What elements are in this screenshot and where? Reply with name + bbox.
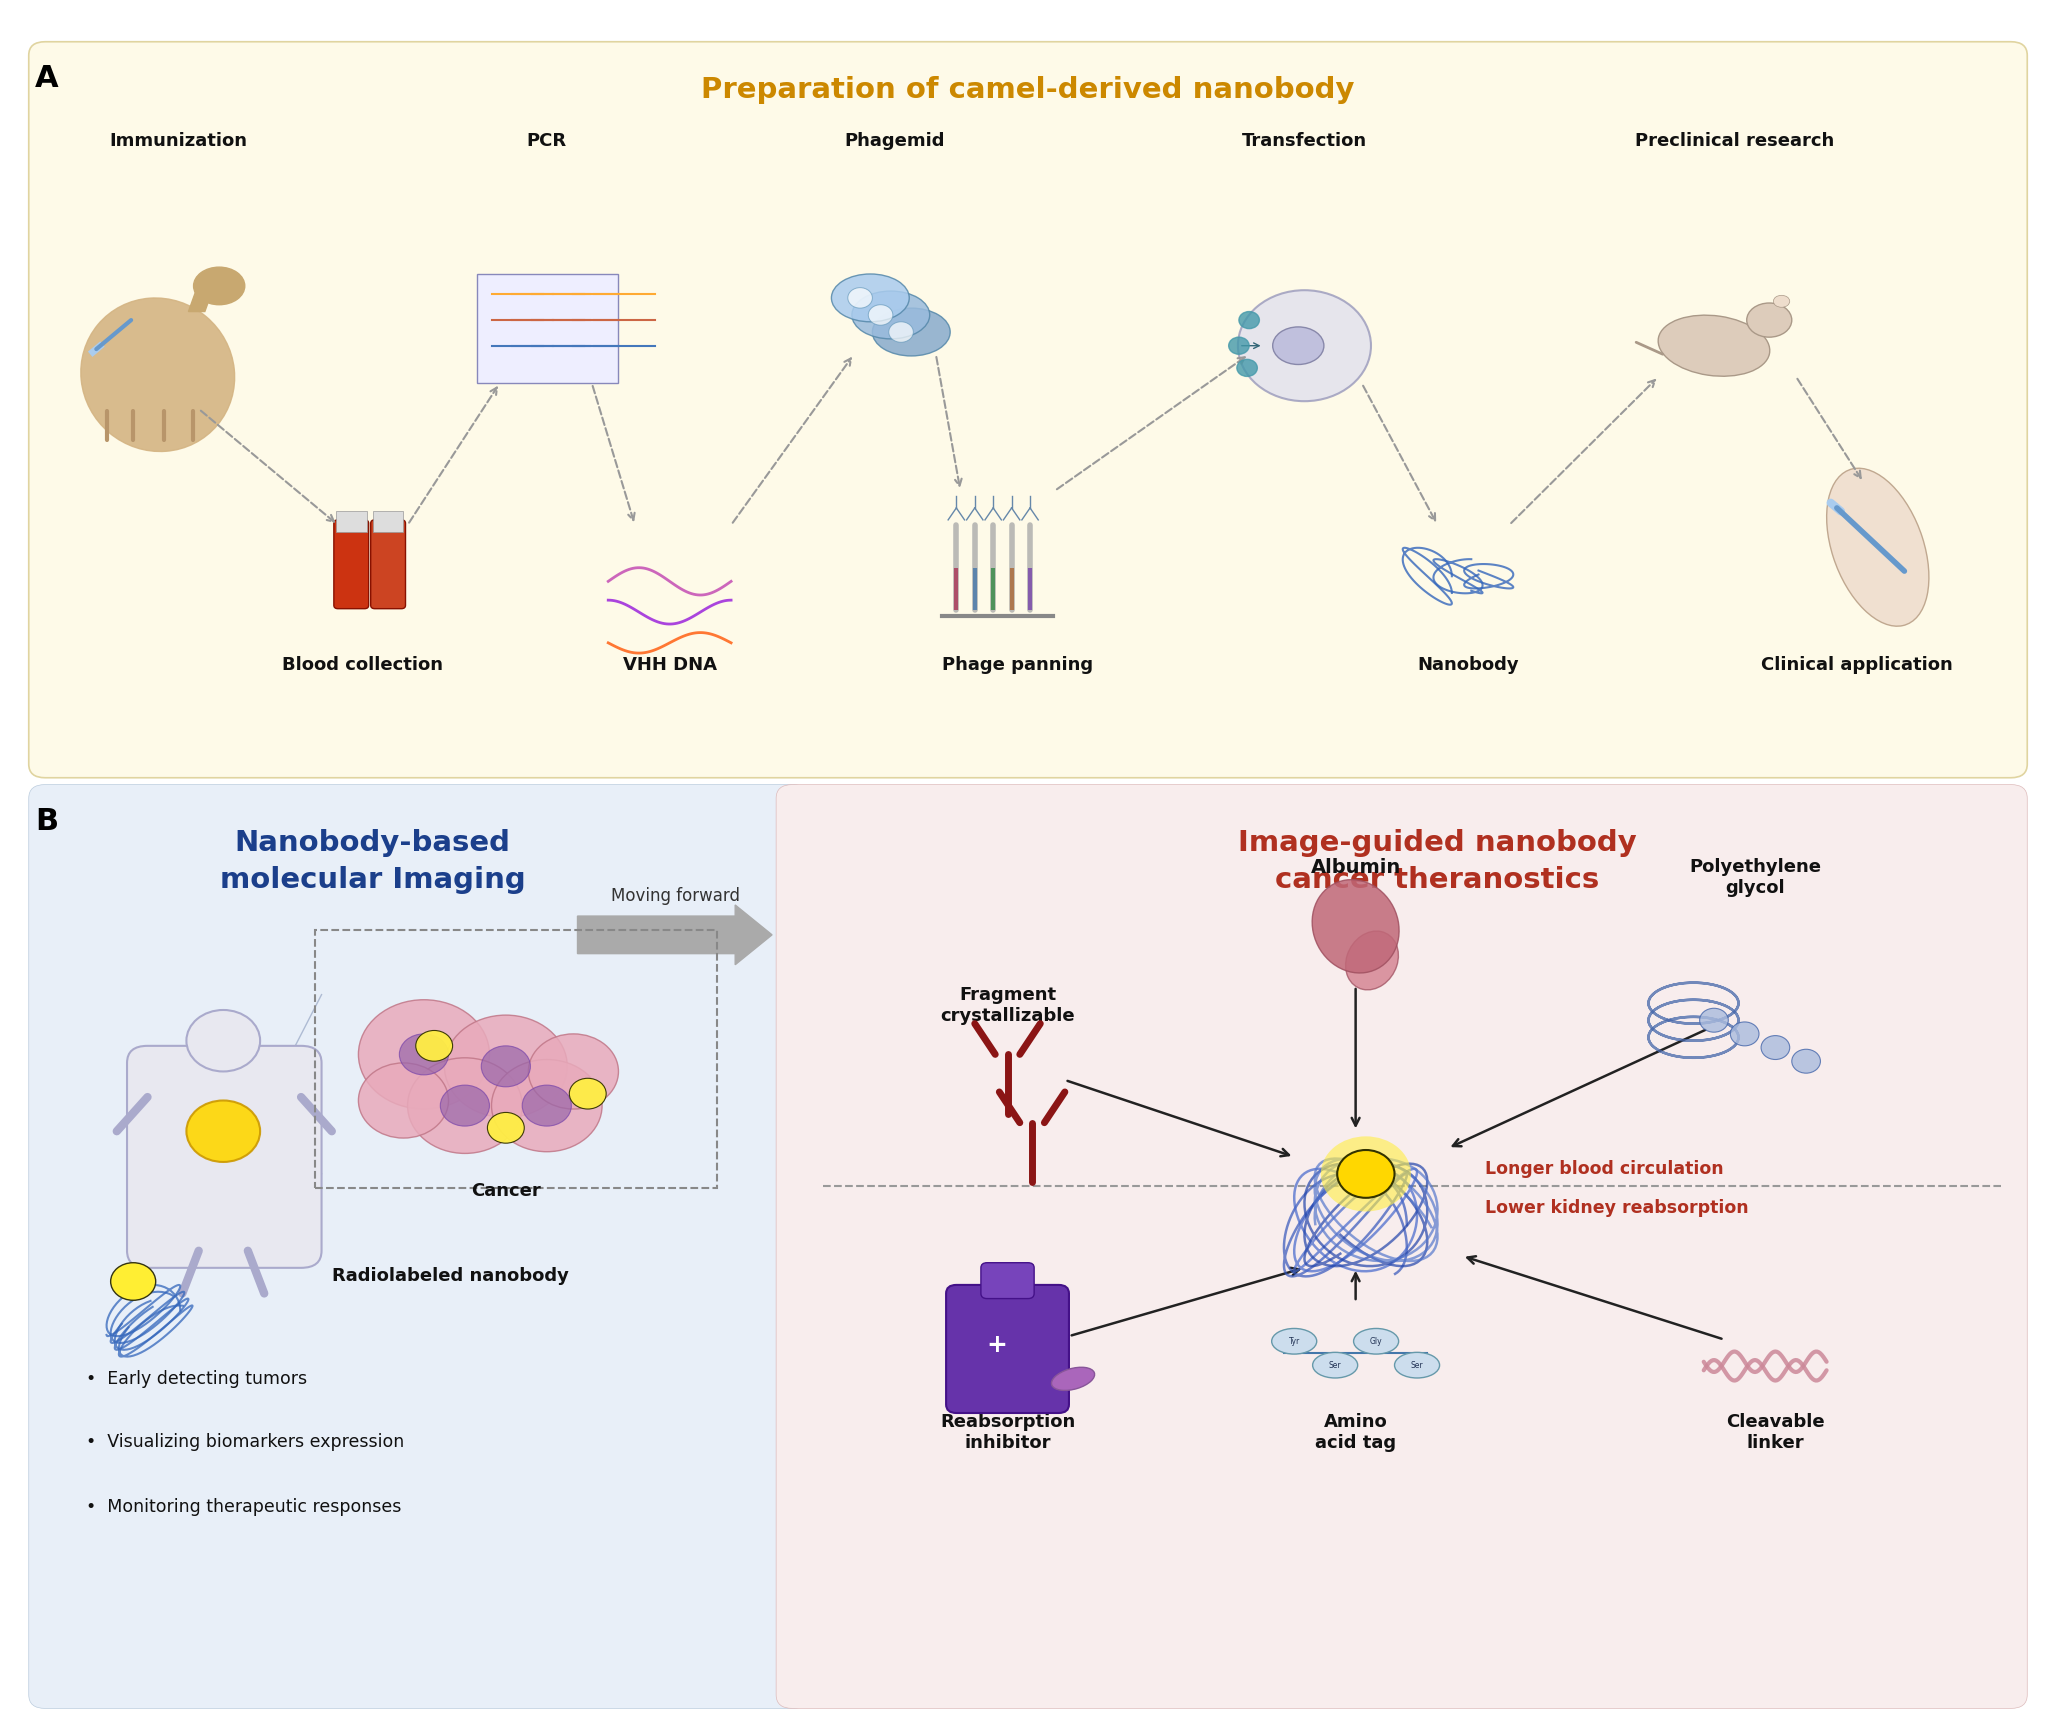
Circle shape [570,1078,607,1109]
Text: Gly: Gly [1369,1337,1382,1345]
Ellipse shape [1273,1328,1316,1354]
Circle shape [358,1062,448,1138]
Circle shape [491,1059,602,1151]
FancyBboxPatch shape [370,520,405,609]
Circle shape [358,1000,489,1109]
FancyBboxPatch shape [29,784,808,1709]
Ellipse shape [872,309,950,355]
Text: +: + [987,1333,1007,1357]
Text: Preclinical research: Preclinical research [1635,132,1834,151]
Ellipse shape [1345,932,1398,990]
Text: Polyethylene
glycol: Polyethylene glycol [1688,858,1822,897]
Circle shape [481,1045,530,1086]
FancyBboxPatch shape [775,784,2027,1709]
Circle shape [1700,1009,1729,1033]
Circle shape [407,1057,522,1153]
Text: Preparation of camel-derived nanobody: Preparation of camel-derived nanobody [701,76,1355,105]
Text: Blood collection: Blood collection [282,657,442,674]
Circle shape [187,1011,261,1071]
Ellipse shape [1353,1328,1398,1354]
Ellipse shape [1238,290,1371,402]
FancyBboxPatch shape [981,1263,1034,1299]
Circle shape [1320,1136,1410,1211]
Circle shape [1791,1048,1820,1072]
Text: Reabsorption
inhibitor: Reabsorption inhibitor [940,1412,1075,1452]
Text: Albumin: Albumin [1310,858,1400,877]
Circle shape [1229,336,1250,353]
Text: VHH DNA: VHH DNA [623,657,718,674]
Text: Nanobody-based
molecular Imaging: Nanobody-based molecular Imaging [220,829,526,894]
Polygon shape [189,278,218,312]
FancyBboxPatch shape [333,520,368,609]
Circle shape [1336,1150,1394,1198]
Ellipse shape [851,292,929,338]
Text: PCR: PCR [526,132,567,151]
Ellipse shape [1659,316,1770,376]
Circle shape [1731,1023,1760,1045]
Ellipse shape [80,299,234,451]
Ellipse shape [1826,468,1929,626]
Circle shape [528,1033,619,1109]
Text: Radiolabeled nanobody: Radiolabeled nanobody [331,1268,570,1285]
Ellipse shape [868,305,892,326]
Ellipse shape [1051,1368,1094,1390]
FancyBboxPatch shape [946,1285,1069,1412]
Text: Immunization: Immunization [109,132,247,151]
Circle shape [399,1033,448,1074]
Ellipse shape [1273,328,1324,364]
Text: B: B [35,807,58,836]
FancyBboxPatch shape [335,511,366,532]
FancyBboxPatch shape [29,41,2027,777]
Text: Moving forward: Moving forward [611,887,740,904]
Text: Phage panning: Phage panning [942,657,1094,674]
Text: •  Monitoring therapeutic responses: • Monitoring therapeutic responses [86,1498,401,1515]
Ellipse shape [193,268,245,305]
Ellipse shape [831,275,909,323]
Text: Cleavable
linker: Cleavable linker [1727,1412,1826,1452]
Ellipse shape [847,288,872,309]
Text: •  Visualizing biomarkers expression: • Visualizing biomarkers expression [86,1433,405,1452]
Circle shape [111,1263,156,1301]
FancyArrow shape [578,904,773,964]
Text: Ser: Ser [1328,1361,1341,1369]
Text: Phagemid: Phagemid [845,132,946,151]
Circle shape [522,1085,572,1126]
Text: Image-guided nanobody
cancer theranostics: Image-guided nanobody cancer theranostic… [1238,829,1637,894]
Circle shape [187,1100,261,1162]
Circle shape [440,1085,489,1126]
Ellipse shape [1312,880,1398,973]
Ellipse shape [1394,1352,1439,1378]
Text: •  Early detecting tumors: • Early detecting tumors [86,1369,306,1388]
FancyBboxPatch shape [127,1045,321,1268]
Text: Transfection: Transfection [1242,132,1367,151]
Text: Amino
acid tag: Amino acid tag [1316,1412,1396,1452]
Text: A: A [35,63,58,93]
FancyBboxPatch shape [372,511,403,532]
Circle shape [1238,359,1258,376]
Text: Fragment
crystallizable: Fragment crystallizable [940,987,1075,1024]
Text: Clinical application: Clinical application [1762,657,1953,674]
Ellipse shape [1312,1352,1357,1378]
Text: Cancer: Cancer [471,1182,541,1201]
Text: Nanobody: Nanobody [1417,657,1519,674]
Text: Longer blood circulation: Longer blood circulation [1484,1160,1723,1177]
Text: Tyr: Tyr [1289,1337,1299,1345]
Ellipse shape [1774,295,1789,307]
Circle shape [444,1016,567,1117]
Circle shape [1762,1035,1789,1059]
Text: Ser: Ser [1410,1361,1423,1369]
Circle shape [415,1031,452,1060]
Circle shape [487,1112,524,1143]
Text: Lower kidney reabsorption: Lower kidney reabsorption [1484,1199,1748,1217]
Ellipse shape [888,323,913,341]
FancyBboxPatch shape [477,275,619,383]
Ellipse shape [1748,304,1791,336]
Circle shape [1240,312,1260,329]
